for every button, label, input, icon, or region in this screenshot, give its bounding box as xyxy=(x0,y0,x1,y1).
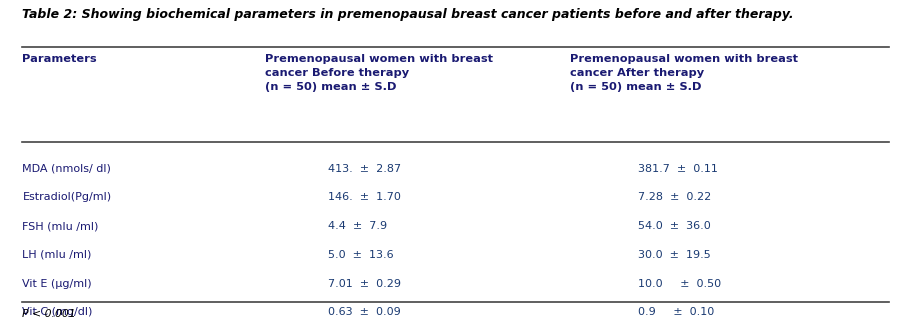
Text: LH (mIu /ml): LH (mIu /ml) xyxy=(22,250,92,260)
Text: 413.  ±  2.87: 413. ± 2.87 xyxy=(328,164,401,174)
Text: 146.  ±  1.70: 146. ± 1.70 xyxy=(328,192,401,202)
Text: Parameters: Parameters xyxy=(22,54,97,64)
Text: P < 0.001: P < 0.001 xyxy=(22,309,76,319)
Text: 4.4  ±  7.9: 4.4 ± 7.9 xyxy=(328,221,387,231)
Text: MDA (nmols/ dl): MDA (nmols/ dl) xyxy=(22,164,111,174)
Text: 10.0     ±  0.50: 10.0 ± 0.50 xyxy=(638,279,721,289)
Text: 0.63  ±  0.09: 0.63 ± 0.09 xyxy=(328,307,401,318)
Text: Vit C (mg/dl): Vit C (mg/dl) xyxy=(22,307,92,318)
Text: Estradiol(Pg/ml): Estradiol(Pg/ml) xyxy=(22,192,111,202)
Text: 54.0  ±  36.0: 54.0 ± 36.0 xyxy=(638,221,710,231)
Text: 7.28  ±  0.22: 7.28 ± 0.22 xyxy=(638,192,711,202)
Text: 0.9     ±  0.10: 0.9 ± 0.10 xyxy=(638,307,714,318)
Text: Vit E (μg/ml): Vit E (μg/ml) xyxy=(22,279,92,289)
Text: Premenopausal women with breast
cancer After therapy
(n = 50) mean ± S.D: Premenopausal women with breast cancer A… xyxy=(570,54,798,92)
Text: Table 2: Showing biochemical parameters in premenopausal breast cancer patients : Table 2: Showing biochemical parameters … xyxy=(22,8,794,21)
Text: 30.0  ±  19.5: 30.0 ± 19.5 xyxy=(638,250,710,260)
Text: FSH (mIu /ml): FSH (mIu /ml) xyxy=(22,221,99,231)
Text: 381.7  ±  0.11: 381.7 ± 0.11 xyxy=(638,164,718,174)
Text: 5.0  ±  13.6: 5.0 ± 13.6 xyxy=(328,250,393,260)
Text: 7.01  ±  0.29: 7.01 ± 0.29 xyxy=(328,279,401,289)
Text: Premenopausal women with breast
cancer Before therapy
(n = 50) mean ± S.D: Premenopausal women with breast cancer B… xyxy=(265,54,493,92)
